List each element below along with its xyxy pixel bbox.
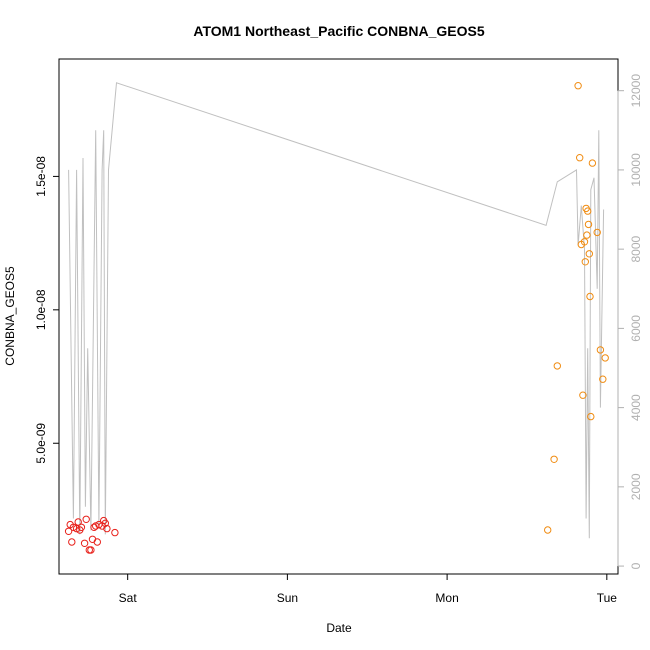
y-tick-label-1: 1.0e-08 [34, 289, 48, 330]
x-tick-label-0: Sat [119, 591, 138, 605]
y2-tick-label-5: 10000 [629, 153, 643, 187]
data-point-s1-4 [576, 154, 584, 162]
point-layer [64, 82, 609, 554]
y2-tick-label-0: 0 [629, 562, 643, 569]
data-point-s0-21 [111, 528, 119, 537]
y2-tick-label-2: 4000 [629, 394, 643, 421]
data-point-s0-5 [74, 518, 82, 526]
data-point-s1-9 [583, 231, 591, 239]
data-point-s0-11 [87, 546, 95, 554]
data-point-s1-14 [587, 412, 595, 421]
y-tick-label-0: 5.0e-09 [34, 423, 48, 464]
data-point-s1-7 [581, 258, 589, 266]
data-point-s0-19 [101, 519, 110, 527]
data-point-s1-11 [584, 220, 593, 229]
x-axis-label: Date [326, 621, 352, 635]
data-point-s1-0 [544, 526, 552, 534]
x-tick-label-2: Mon [435, 591, 458, 605]
data-point-s1-16 [588, 159, 597, 167]
data-point-s1-18 [596, 346, 605, 354]
y2-tick-label-6: 12000 [629, 74, 643, 108]
data-point-s1-2 [553, 362, 561, 370]
line-layer [68, 82, 605, 539]
data-point-s1-6 [580, 238, 589, 246]
data-point-s1-15 [579, 391, 587, 399]
data-point-s0-7 [77, 523, 86, 531]
x-tick-label-3: Tue [597, 591, 618, 605]
series-line-0 [68, 82, 605, 539]
x-tick-label-1: Sun [277, 591, 298, 605]
data-point-s0-15 [93, 538, 102, 546]
data-point-s0-0 [64, 527, 73, 535]
data-point-s0-2 [68, 538, 76, 546]
data-point-s1-19 [599, 375, 607, 383]
y2-tick-label-4: 8000 [629, 235, 643, 262]
data-point-s0-3 [69, 523, 78, 531]
data-point-s1-1 [550, 455, 558, 463]
data-point-s0-20 [103, 524, 111, 533]
data-point-s1-13 [586, 292, 594, 301]
data-point-s1-3 [574, 82, 582, 90]
data-point-s1-20 [601, 354, 609, 362]
y2-tick-label-1: 2000 [629, 473, 643, 500]
data-point-s1-12 [585, 250, 593, 258]
data-point-s1-10 [584, 207, 592, 215]
chart-title: ATOM1 Northeast_Pacific CONBNA_GEOS5 [193, 23, 484, 39]
y-axis-label: CONBNA_GEOS5 [3, 266, 17, 366]
data-point-s1-17 [593, 228, 601, 237]
data-point-s0-8 [80, 539, 89, 547]
y2-tick-label-3: 6000 [629, 315, 643, 342]
x-axis: Sat Sun Mon Tue [119, 573, 618, 605]
data-point-s0-12 [88, 535, 97, 543]
y-axis-left: 5.0e-09 1.0e-08 1.5e-08 [34, 156, 60, 464]
plot-frame [58, 58, 619, 575]
data-point-s0-9 [82, 515, 90, 523]
y-axis-right: 0 2000 4000 6000 8000 10000 12000 [617, 74, 643, 569]
y-tick-label-2: 1.5e-08 [34, 156, 48, 197]
